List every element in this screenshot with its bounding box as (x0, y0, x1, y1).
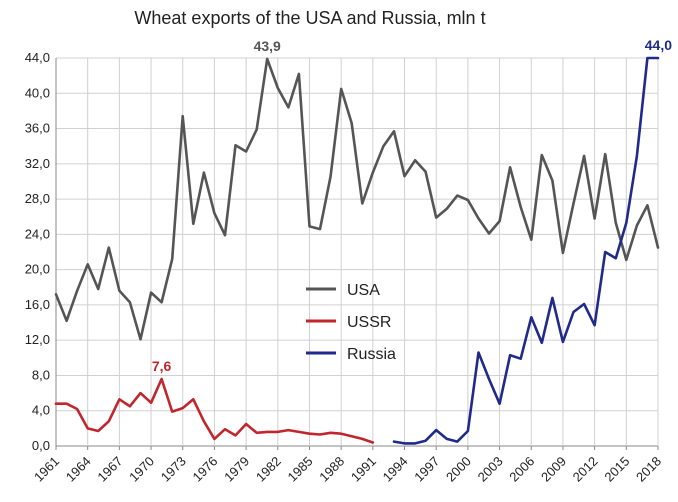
legend-label-usa: USA (347, 282, 380, 299)
data-label: 7,6 (152, 358, 172, 374)
legend-label-russia: Russia (347, 346, 396, 363)
legend: USA USSR Russia (306, 282, 396, 363)
y-tick-label: 44,0 (25, 50, 50, 65)
annotations: 43,9 7,6 44,0 (152, 37, 672, 374)
y-axis: 0,0 4,0 8,0 12,0 16,0 20,0 24,0 28,0 32,0 36,0 40,… (25, 50, 57, 453)
x-tick-label: 1970 (126, 454, 157, 485)
x-tick-label: 2003 (475, 454, 506, 485)
y-tick-label: 12,0 (25, 332, 50, 347)
y-tick-label: 8,0 (32, 367, 50, 382)
y-tick-label: 0,0 (32, 438, 50, 453)
x-tick-label: 1979 (221, 454, 252, 485)
x-tick-label: 1976 (189, 454, 220, 485)
data-label: 44,0 (645, 37, 672, 53)
series-lines (54, 56, 660, 445)
x-tick-label: 1964 (63, 454, 94, 485)
y-tick-label: 28,0 (25, 191, 50, 206)
x-tick-label: 2006 (506, 454, 537, 485)
y-tick-label: 16,0 (25, 297, 50, 312)
x-tick-label: 2000 (443, 454, 474, 485)
gridlines (55, 57, 659, 447)
x-tick-label: 1985 (285, 454, 316, 485)
series-line-russia (392, 56, 660, 445)
x-tick-label: 1988 (316, 454, 347, 485)
y-tick-label: 36,0 (25, 121, 50, 136)
series-line-ussr (54, 377, 375, 444)
data-label: 43,9 (254, 38, 281, 54)
x-tick-label: 1961 (31, 454, 62, 485)
y-tick-label: 20,0 (25, 262, 50, 277)
x-tick-label: 2018 (633, 454, 664, 485)
x-tick-label: 2009 (538, 454, 569, 485)
x-tick-label: 1973 (158, 454, 189, 485)
y-tick-label: 4,0 (32, 403, 50, 418)
x-tick-label: 1991 (348, 454, 379, 485)
x-tick-label: 1994 (380, 454, 411, 485)
x-tick-label: 2015 (601, 454, 632, 485)
series-line-usa (54, 57, 660, 341)
x-tick-label: 1997 (411, 454, 442, 485)
x-tick-label: 1967 (94, 454, 125, 485)
x-tick-label: 1982 (253, 454, 284, 485)
y-tick-label: 24,0 (25, 226, 50, 241)
x-axis: 1961 1964 1967 1970 1973 1976 1979 1982 1985 1988… (31, 446, 664, 485)
y-tick-label: 32,0 (25, 156, 50, 171)
chart-title: Wheat exports of the USA and Russia, mln… (134, 8, 486, 28)
y-tick-label: 40,0 (25, 85, 50, 100)
legend-label-ussr: USSR (347, 314, 391, 331)
x-tick-label: 2012 (570, 454, 601, 485)
